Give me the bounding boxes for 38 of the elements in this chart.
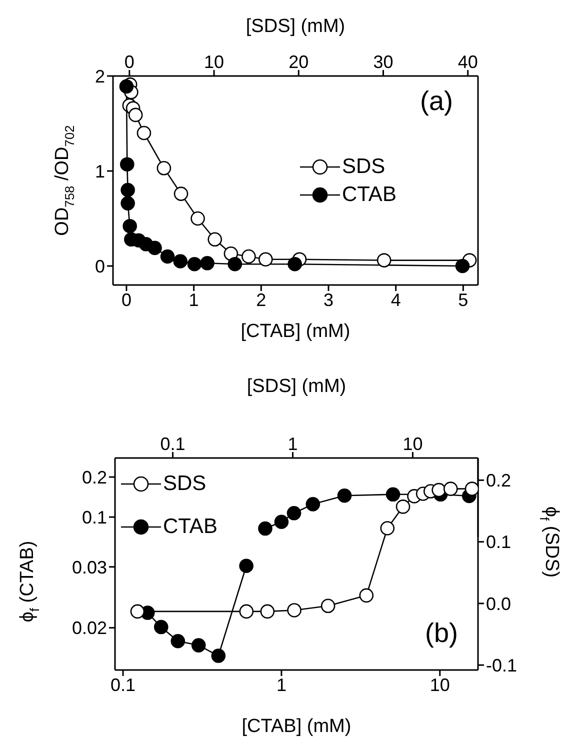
- y-tick-label: 0.2: [82, 467, 107, 488]
- legend-label: SDS: [342, 154, 386, 178]
- x2-tick-label: 0: [124, 52, 134, 72]
- y-tick-label: 0.1: [82, 507, 107, 528]
- x-axis-title: [SDS] (mM): [246, 376, 346, 396]
- y-tick-label: 0.0: [486, 594, 512, 614]
- x-axis-title: [CTAB] (mM): [242, 716, 352, 736]
- x2-tick-label: 30: [373, 52, 394, 72]
- x2-tick-label: 40: [458, 52, 478, 72]
- x2-tick-label: 20: [288, 52, 309, 72]
- x-tick-label: 3: [323, 290, 334, 310]
- x-tick-label: 0: [121, 290, 132, 310]
- y-tick-label: -0.1: [486, 655, 518, 676]
- x-tick-label: 1: [288, 434, 298, 454]
- x-tick-label: 0.1: [110, 674, 136, 695]
- x-axis-title: [CTAB] (mM): [240, 320, 350, 342]
- y-tick-label: 1: [94, 161, 105, 182]
- y-tick-label: 0.2: [486, 470, 512, 491]
- x-tick-label: 10: [430, 674, 450, 695]
- x-tick-label: 1: [188, 290, 199, 310]
- x-tick-label: 10: [402, 434, 423, 454]
- x-tick-label: 2: [256, 290, 266, 310]
- x-tick-label: 5: [458, 290, 468, 310]
- x-tick-label: 0.1: [160, 434, 186, 454]
- x2-axis-title: [SDS] (mM): [246, 16, 346, 36]
- y-tick-label: 2: [94, 66, 105, 86]
- x-tick-label: 1: [276, 674, 286, 695]
- y-tick-label: 0.03: [72, 557, 107, 578]
- y-tick-label: 0.02: [72, 618, 107, 638]
- legend-label: SDS: [163, 472, 206, 496]
- x-tick-label: 4: [390, 290, 401, 310]
- legend-label: CTAB: [342, 182, 396, 206]
- y-tick-label: 0: [94, 256, 105, 276]
- y-tick-label: 0.1: [486, 532, 512, 552]
- legend-label: CTAB: [163, 515, 218, 539]
- x2-tick-label: 10: [204, 52, 224, 72]
- annotation: (a): [420, 86, 453, 117]
- annotation: (b): [425, 618, 458, 649]
